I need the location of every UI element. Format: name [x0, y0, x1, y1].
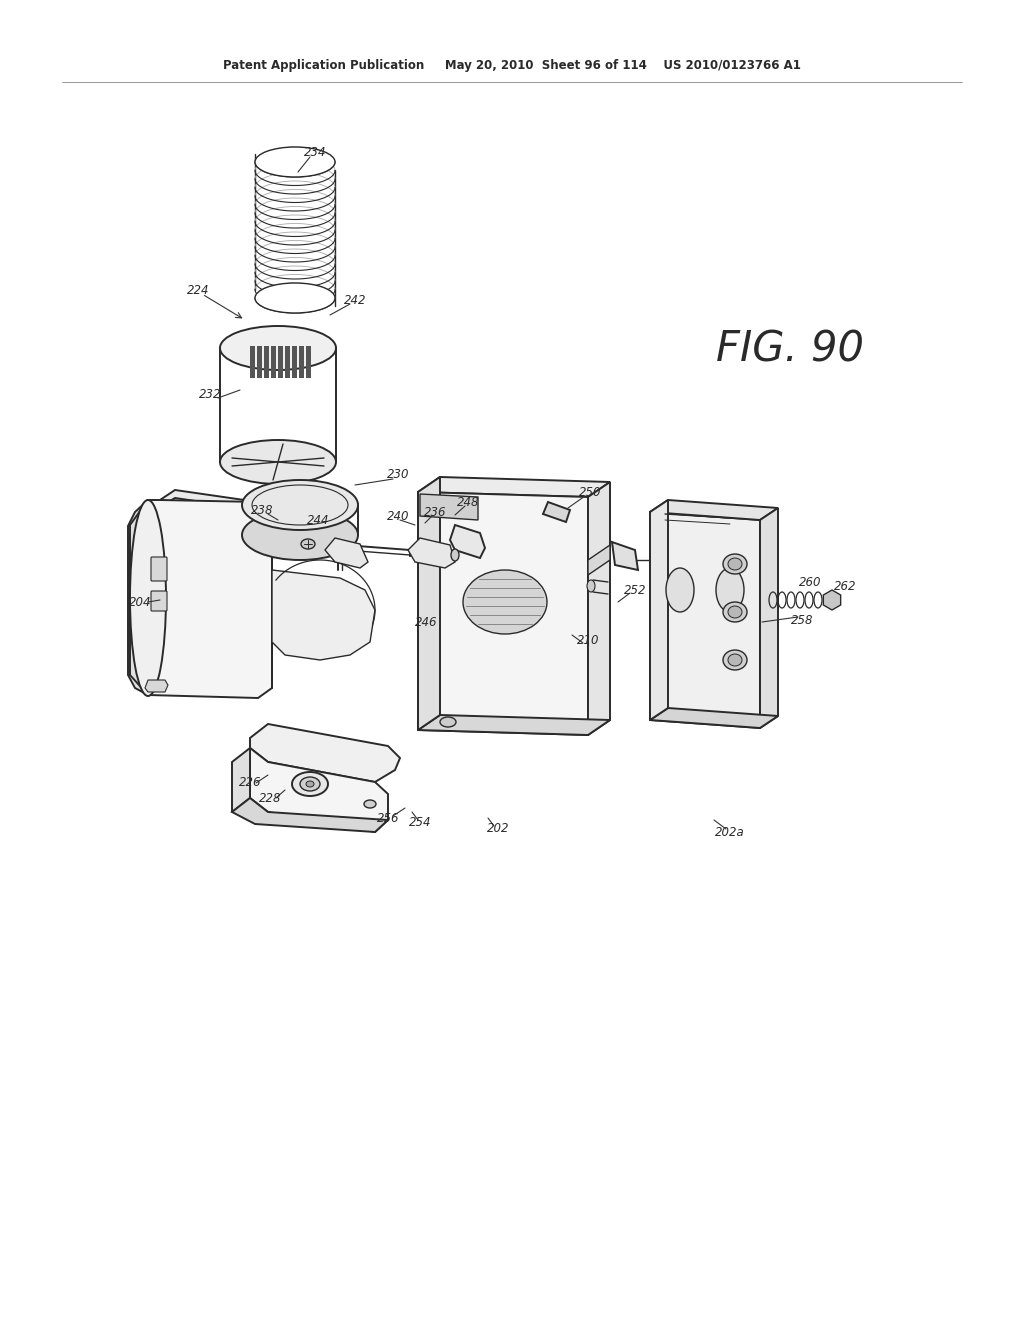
- Ellipse shape: [723, 649, 746, 671]
- Polygon shape: [420, 494, 478, 520]
- Polygon shape: [130, 500, 272, 698]
- Polygon shape: [450, 525, 485, 558]
- Ellipse shape: [130, 500, 166, 696]
- Text: 258: 258: [791, 614, 813, 627]
- Polygon shape: [823, 590, 841, 610]
- Polygon shape: [408, 539, 455, 568]
- Ellipse shape: [728, 558, 742, 570]
- Polygon shape: [232, 748, 250, 812]
- Ellipse shape: [716, 568, 744, 612]
- Text: 240: 240: [387, 511, 410, 524]
- Text: 226: 226: [239, 776, 261, 788]
- Ellipse shape: [723, 602, 746, 622]
- Text: FIG. 90: FIG. 90: [716, 329, 864, 371]
- Bar: [292, 346, 297, 378]
- FancyBboxPatch shape: [151, 591, 167, 611]
- Polygon shape: [543, 502, 570, 521]
- Ellipse shape: [220, 440, 336, 484]
- Ellipse shape: [364, 800, 376, 808]
- Text: 234: 234: [304, 145, 327, 158]
- Polygon shape: [588, 545, 610, 576]
- Bar: [306, 346, 311, 378]
- Polygon shape: [418, 477, 440, 730]
- Bar: [278, 346, 283, 378]
- Ellipse shape: [451, 549, 459, 561]
- Text: 262: 262: [834, 581, 856, 594]
- Text: 238: 238: [251, 503, 273, 516]
- Polygon shape: [650, 708, 778, 729]
- Polygon shape: [612, 543, 638, 570]
- Polygon shape: [272, 570, 375, 660]
- Ellipse shape: [292, 772, 328, 796]
- Text: 232: 232: [199, 388, 221, 401]
- Text: 242: 242: [344, 293, 367, 306]
- Text: 250: 250: [579, 486, 601, 499]
- Polygon shape: [128, 500, 148, 696]
- Bar: [285, 346, 290, 378]
- Text: 236: 236: [424, 506, 446, 519]
- Text: 228: 228: [259, 792, 282, 804]
- Ellipse shape: [242, 510, 358, 560]
- Ellipse shape: [300, 777, 319, 791]
- Text: 246: 246: [415, 615, 437, 628]
- Ellipse shape: [728, 653, 742, 667]
- Text: 210: 210: [577, 634, 599, 647]
- Polygon shape: [650, 500, 668, 719]
- Ellipse shape: [728, 606, 742, 618]
- Bar: [250, 346, 255, 378]
- Polygon shape: [418, 492, 588, 735]
- Ellipse shape: [666, 568, 694, 612]
- Text: 202a: 202a: [715, 825, 744, 838]
- Bar: [299, 346, 304, 378]
- Text: 204: 204: [129, 595, 152, 609]
- Text: 202: 202: [486, 821, 509, 834]
- Text: Patent Application Publication     May 20, 2010  Sheet 96 of 114    US 2010/0123: Patent Application Publication May 20, 2…: [223, 58, 801, 71]
- Polygon shape: [650, 512, 760, 729]
- Ellipse shape: [255, 147, 335, 177]
- Text: 252: 252: [624, 583, 646, 597]
- Text: 224: 224: [186, 284, 209, 297]
- Text: 254: 254: [409, 816, 431, 829]
- Polygon shape: [158, 490, 272, 520]
- Ellipse shape: [242, 480, 358, 531]
- Ellipse shape: [440, 717, 456, 727]
- Text: 230: 230: [387, 469, 410, 482]
- Ellipse shape: [723, 554, 746, 574]
- Polygon shape: [250, 723, 400, 781]
- Polygon shape: [760, 508, 778, 729]
- Ellipse shape: [255, 282, 335, 313]
- Bar: [271, 346, 276, 378]
- Text: 244: 244: [307, 513, 330, 527]
- Polygon shape: [325, 539, 368, 568]
- Polygon shape: [418, 477, 610, 498]
- Ellipse shape: [463, 570, 547, 634]
- Polygon shape: [588, 482, 610, 735]
- Ellipse shape: [301, 539, 315, 549]
- Polygon shape: [145, 680, 168, 692]
- Ellipse shape: [587, 579, 595, 591]
- Text: 248: 248: [457, 495, 479, 508]
- Polygon shape: [250, 748, 388, 832]
- Text: 260: 260: [799, 576, 821, 589]
- FancyBboxPatch shape: [151, 557, 167, 581]
- Ellipse shape: [220, 326, 336, 370]
- Polygon shape: [232, 799, 388, 832]
- Bar: [257, 346, 262, 378]
- Polygon shape: [650, 500, 778, 520]
- Text: 256: 256: [377, 812, 399, 825]
- Ellipse shape: [306, 781, 314, 787]
- Polygon shape: [418, 715, 610, 735]
- Bar: [264, 346, 269, 378]
